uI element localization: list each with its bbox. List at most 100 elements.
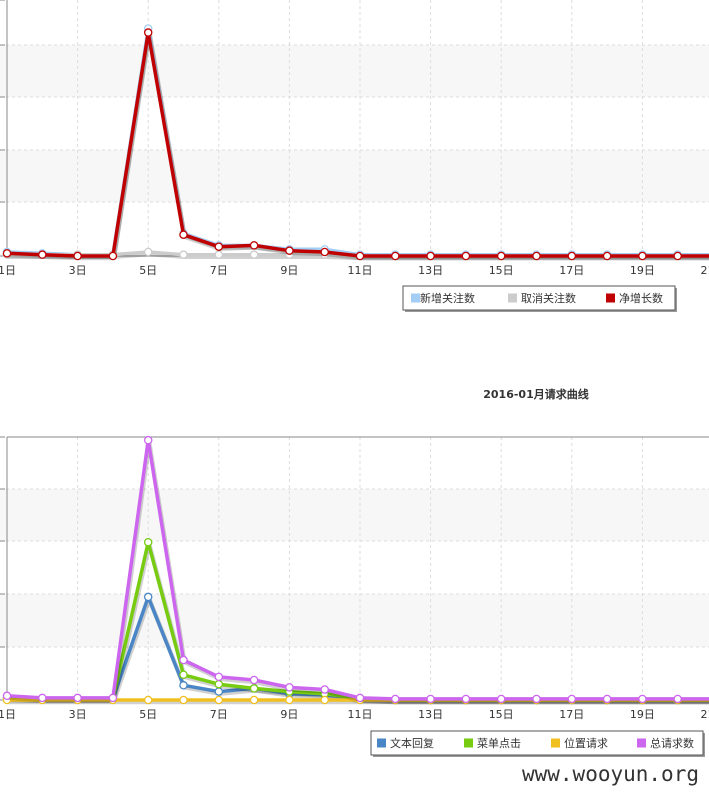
- data-point[interactable]: [179, 670, 188, 680]
- x-tick-label: 7日: [210, 264, 228, 277]
- data-point[interactable]: [2, 691, 12, 701]
- data-point[interactable]: [320, 685, 329, 694]
- data-point[interactable]: [179, 655, 188, 665]
- x-tick-label: 17日: [559, 708, 584, 721]
- data-point[interactable]: [214, 687, 224, 696]
- series-line: [6, 438, 709, 701]
- data-point[interactable]: [320, 247, 329, 257]
- data-point[interactable]: [179, 681, 188, 690]
- data-point[interactable]: [214, 250, 224, 259]
- legend: 新增关注数 取消关注数 净增长数: [402, 285, 677, 312]
- data-point[interactable]: [179, 250, 188, 259]
- x-tick-label: 9日: [280, 264, 298, 277]
- data-point[interactable]: [532, 694, 541, 704]
- legend: 文本回复 菜单点击 位置请求 总请求数: [370, 730, 705, 757]
- data-point[interactable]: [143, 435, 153, 445]
- legend-swatch[interactable]: [377, 738, 386, 748]
- legend-label[interactable]: 位置请求: [564, 736, 608, 750]
- data-point[interactable]: [143, 247, 153, 257]
- data-point[interactable]: [249, 241, 259, 250]
- x-tick-label: 3日: [69, 264, 87, 277]
- legend-label[interactable]: 文本回复: [390, 736, 434, 750]
- data-point[interactable]: [38, 693, 47, 703]
- grid-band: [0, 489, 709, 541]
- data-point[interactable]: [73, 251, 82, 261]
- data-point[interactable]: [461, 694, 471, 704]
- series-3: [2, 28, 709, 261]
- legend-swatch[interactable]: [508, 293, 517, 303]
- data-point[interactable]: [673, 694, 682, 704]
- x-tick-label: 17日: [559, 264, 584, 277]
- data-point[interactable]: [179, 230, 188, 239]
- data-point[interactable]: [426, 694, 435, 704]
- data-point[interactable]: [638, 694, 647, 704]
- data-point[interactable]: [179, 695, 188, 705]
- data-point[interactable]: [602, 251, 612, 261]
- x-tick-label: 9日: [280, 708, 298, 721]
- x-tick-label: 15日: [489, 264, 514, 277]
- data-point[interactable]: [2, 249, 12, 258]
- x-tick-label: 1日: [0, 708, 16, 721]
- data-point[interactable]: [249, 250, 259, 259]
- data-point[interactable]: [391, 694, 400, 704]
- x-tick-label: 11日: [348, 264, 373, 277]
- legend-swatch[interactable]: [637, 738, 646, 748]
- legend-swatch[interactable]: [411, 293, 420, 303]
- data-point[interactable]: [496, 251, 506, 261]
- x-tick-label: 13日: [418, 264, 443, 277]
- x-tick-label: 11日: [348, 708, 373, 721]
- data-point[interactable]: [73, 693, 82, 703]
- data-point[interactable]: [214, 672, 224, 682]
- data-point[interactable]: [249, 684, 259, 693]
- legend-swatch[interactable]: [464, 738, 473, 748]
- watermark-text: www.wooyun.org: [521, 762, 699, 786]
- data-point[interactable]: [285, 683, 294, 692]
- legend-label[interactable]: 取消关注数: [521, 291, 576, 305]
- data-point[interactable]: [249, 695, 259, 705]
- data-point[interactable]: [567, 251, 577, 261]
- chart-2: 2016-01月请求曲线 1日 3日 5日 7日 9日 11日 13日 15日 17日 19日 21日…: [0, 387, 709, 757]
- data-point[interactable]: [249, 675, 259, 685]
- data-point[interactable]: [214, 242, 224, 251]
- data-point[interactable]: [461, 251, 471, 261]
- data-point[interactable]: [567, 694, 577, 704]
- legend-label[interactable]: 净增长数: [619, 291, 663, 305]
- data-point[interactable]: [355, 251, 365, 261]
- legend-label[interactable]: 菜单点击: [477, 737, 521, 750]
- data-point[interactable]: [426, 251, 435, 261]
- chart-title: 2016-01月请求曲线: [483, 387, 589, 401]
- legend-swatch[interactable]: [606, 293, 615, 303]
- x-tick-label: 21日: [701, 264, 709, 277]
- data-point[interactable]: [673, 251, 682, 261]
- data-point[interactable]: [38, 250, 47, 259]
- x-tick-label: 5日: [139, 708, 157, 721]
- series-4: [2, 435, 709, 704]
- data-point[interactable]: [532, 251, 541, 261]
- legend-label[interactable]: 总请求数: [650, 736, 694, 750]
- x-tick-label: 5日: [139, 264, 157, 277]
- data-point[interactable]: [602, 694, 612, 704]
- data-point[interactable]: [143, 592, 153, 602]
- data-point[interactable]: [496, 694, 506, 704]
- x-tick-label: 3日: [69, 708, 87, 721]
- legend-swatch[interactable]: [551, 738, 560, 748]
- data-point[interactable]: [285, 246, 294, 255]
- x-tick-label: 1日: [0, 264, 16, 277]
- data-point[interactable]: [391, 251, 400, 261]
- series-line-shadow: [7, 439, 709, 704]
- data-point[interactable]: [214, 679, 224, 689]
- data-point[interactable]: [285, 695, 294, 705]
- x-tick-label: 19日: [630, 264, 655, 277]
- data-point[interactable]: [143, 695, 153, 705]
- data-point[interactable]: [143, 28, 153, 37]
- data-point[interactable]: [638, 251, 647, 261]
- data-point[interactable]: [355, 693, 365, 703]
- x-tick-label: 13日: [418, 708, 443, 721]
- legend-label[interactable]: 新增关注数: [420, 291, 475, 305]
- data-point[interactable]: [214, 695, 224, 705]
- data-point[interactable]: [320, 695, 329, 705]
- data-point[interactable]: [143, 537, 153, 547]
- data-point[interactable]: [108, 251, 118, 261]
- data-point[interactable]: [108, 693, 118, 703]
